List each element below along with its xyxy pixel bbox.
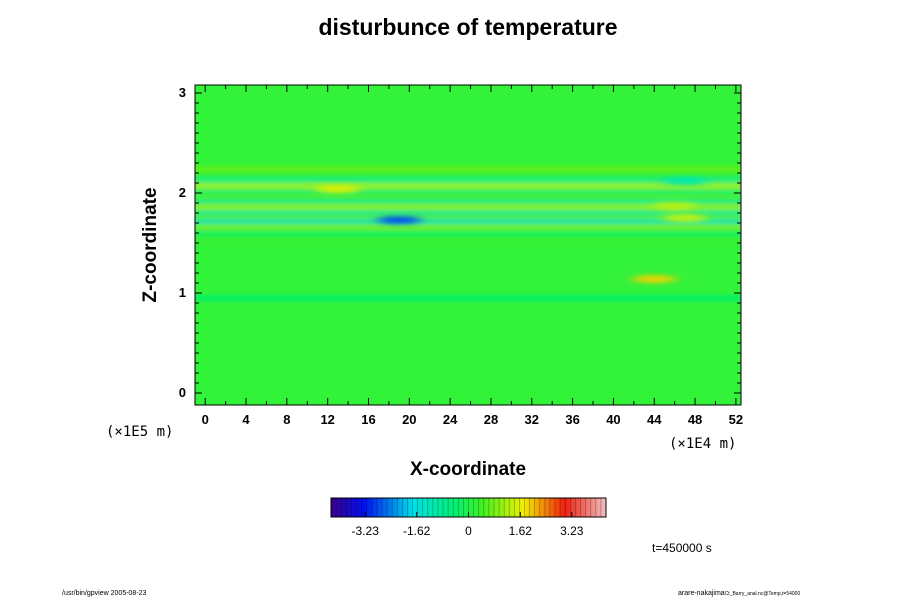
x-tick-label: 4: [242, 412, 250, 427]
colorbar-tick-label: 1.62: [508, 524, 532, 538]
x-tick-label: 20: [402, 412, 417, 427]
x-unit-label: (×1E4 m): [669, 436, 737, 452]
colorbar: [330, 497, 607, 518]
field-band-7: [195, 204, 741, 210]
field-band-12: [195, 230, 741, 236]
colorbar-tick-label: 3.23: [560, 524, 584, 538]
field-feature-5: [662, 214, 707, 222]
x-tick-label: 0: [201, 412, 209, 427]
field-feature-3: [652, 202, 697, 210]
footer-left: /usr/bin/gpview 2005-08-23: [62, 590, 147, 597]
x-tick-label: 12: [320, 412, 335, 427]
x-tick-label: 40: [606, 412, 621, 427]
field-band-13: [195, 238, 741, 244]
plot-frame: [194, 84, 742, 406]
colorbar-tick-label: -1.62: [403, 524, 431, 538]
x-tick-label: 28: [483, 412, 499, 427]
footer-right-main: arare-nakajima: [678, 590, 725, 597]
heatmap-field: [195, 85, 741, 405]
field-band-9: [195, 215, 741, 221]
field-band-14: [195, 295, 741, 301]
y-unit-label: (×1E5 m): [106, 424, 174, 440]
time-label: t=450000 s: [652, 541, 712, 555]
footer-right: arare-nakajimaCt_Barry_anal.nc@Temp,t=54…: [678, 590, 800, 597]
field-band-4: [195, 189, 741, 195]
x-tick-label: 48: [687, 412, 703, 427]
x-tick-label: 8: [283, 412, 291, 427]
chart-title: disturbunce of temperature: [318, 14, 618, 40]
field-feature-4: [662, 177, 707, 185]
colorbar-tick-label: -3.23: [351, 524, 379, 538]
field-band-8: [195, 210, 741, 216]
footer-right-small: Ct_Barry_anal.nc@Temp,t=54000: [724, 591, 801, 597]
x-tick-label: 32: [524, 412, 540, 427]
plot-border: [194, 84, 742, 406]
field-band-2: [195, 177, 741, 183]
x-tick-label: 16: [361, 412, 376, 427]
y-tick-label: 2: [178, 185, 186, 200]
field-background: [195, 85, 741, 405]
field-band-5: [195, 194, 741, 200]
x-tick-label: 24: [442, 412, 458, 427]
field-band-6: [195, 199, 741, 205]
field-feature-2: [632, 275, 677, 283]
field-feature-0: [377, 216, 422, 224]
x-tick-label: 36: [565, 412, 580, 427]
y-axis-label: Z-coordinate: [140, 187, 161, 303]
x-axis-label: X-coordinate: [409, 459, 527, 480]
field-band-0: [195, 166, 741, 172]
field-band-11: [195, 224, 741, 230]
field-feature-1: [315, 185, 360, 193]
colorbar-tick-label: 0: [465, 524, 472, 538]
field-band-3: [195, 183, 741, 189]
field-band-10: [195, 219, 741, 225]
y-tick-label: 3: [178, 85, 186, 100]
y-tick-label: 0: [178, 385, 186, 400]
field-band-1: [195, 171, 741, 177]
x-tick-label: 52: [728, 412, 744, 427]
y-tick-label: 1: [178, 285, 186, 300]
x-tick-label: 44: [647, 412, 662, 427]
